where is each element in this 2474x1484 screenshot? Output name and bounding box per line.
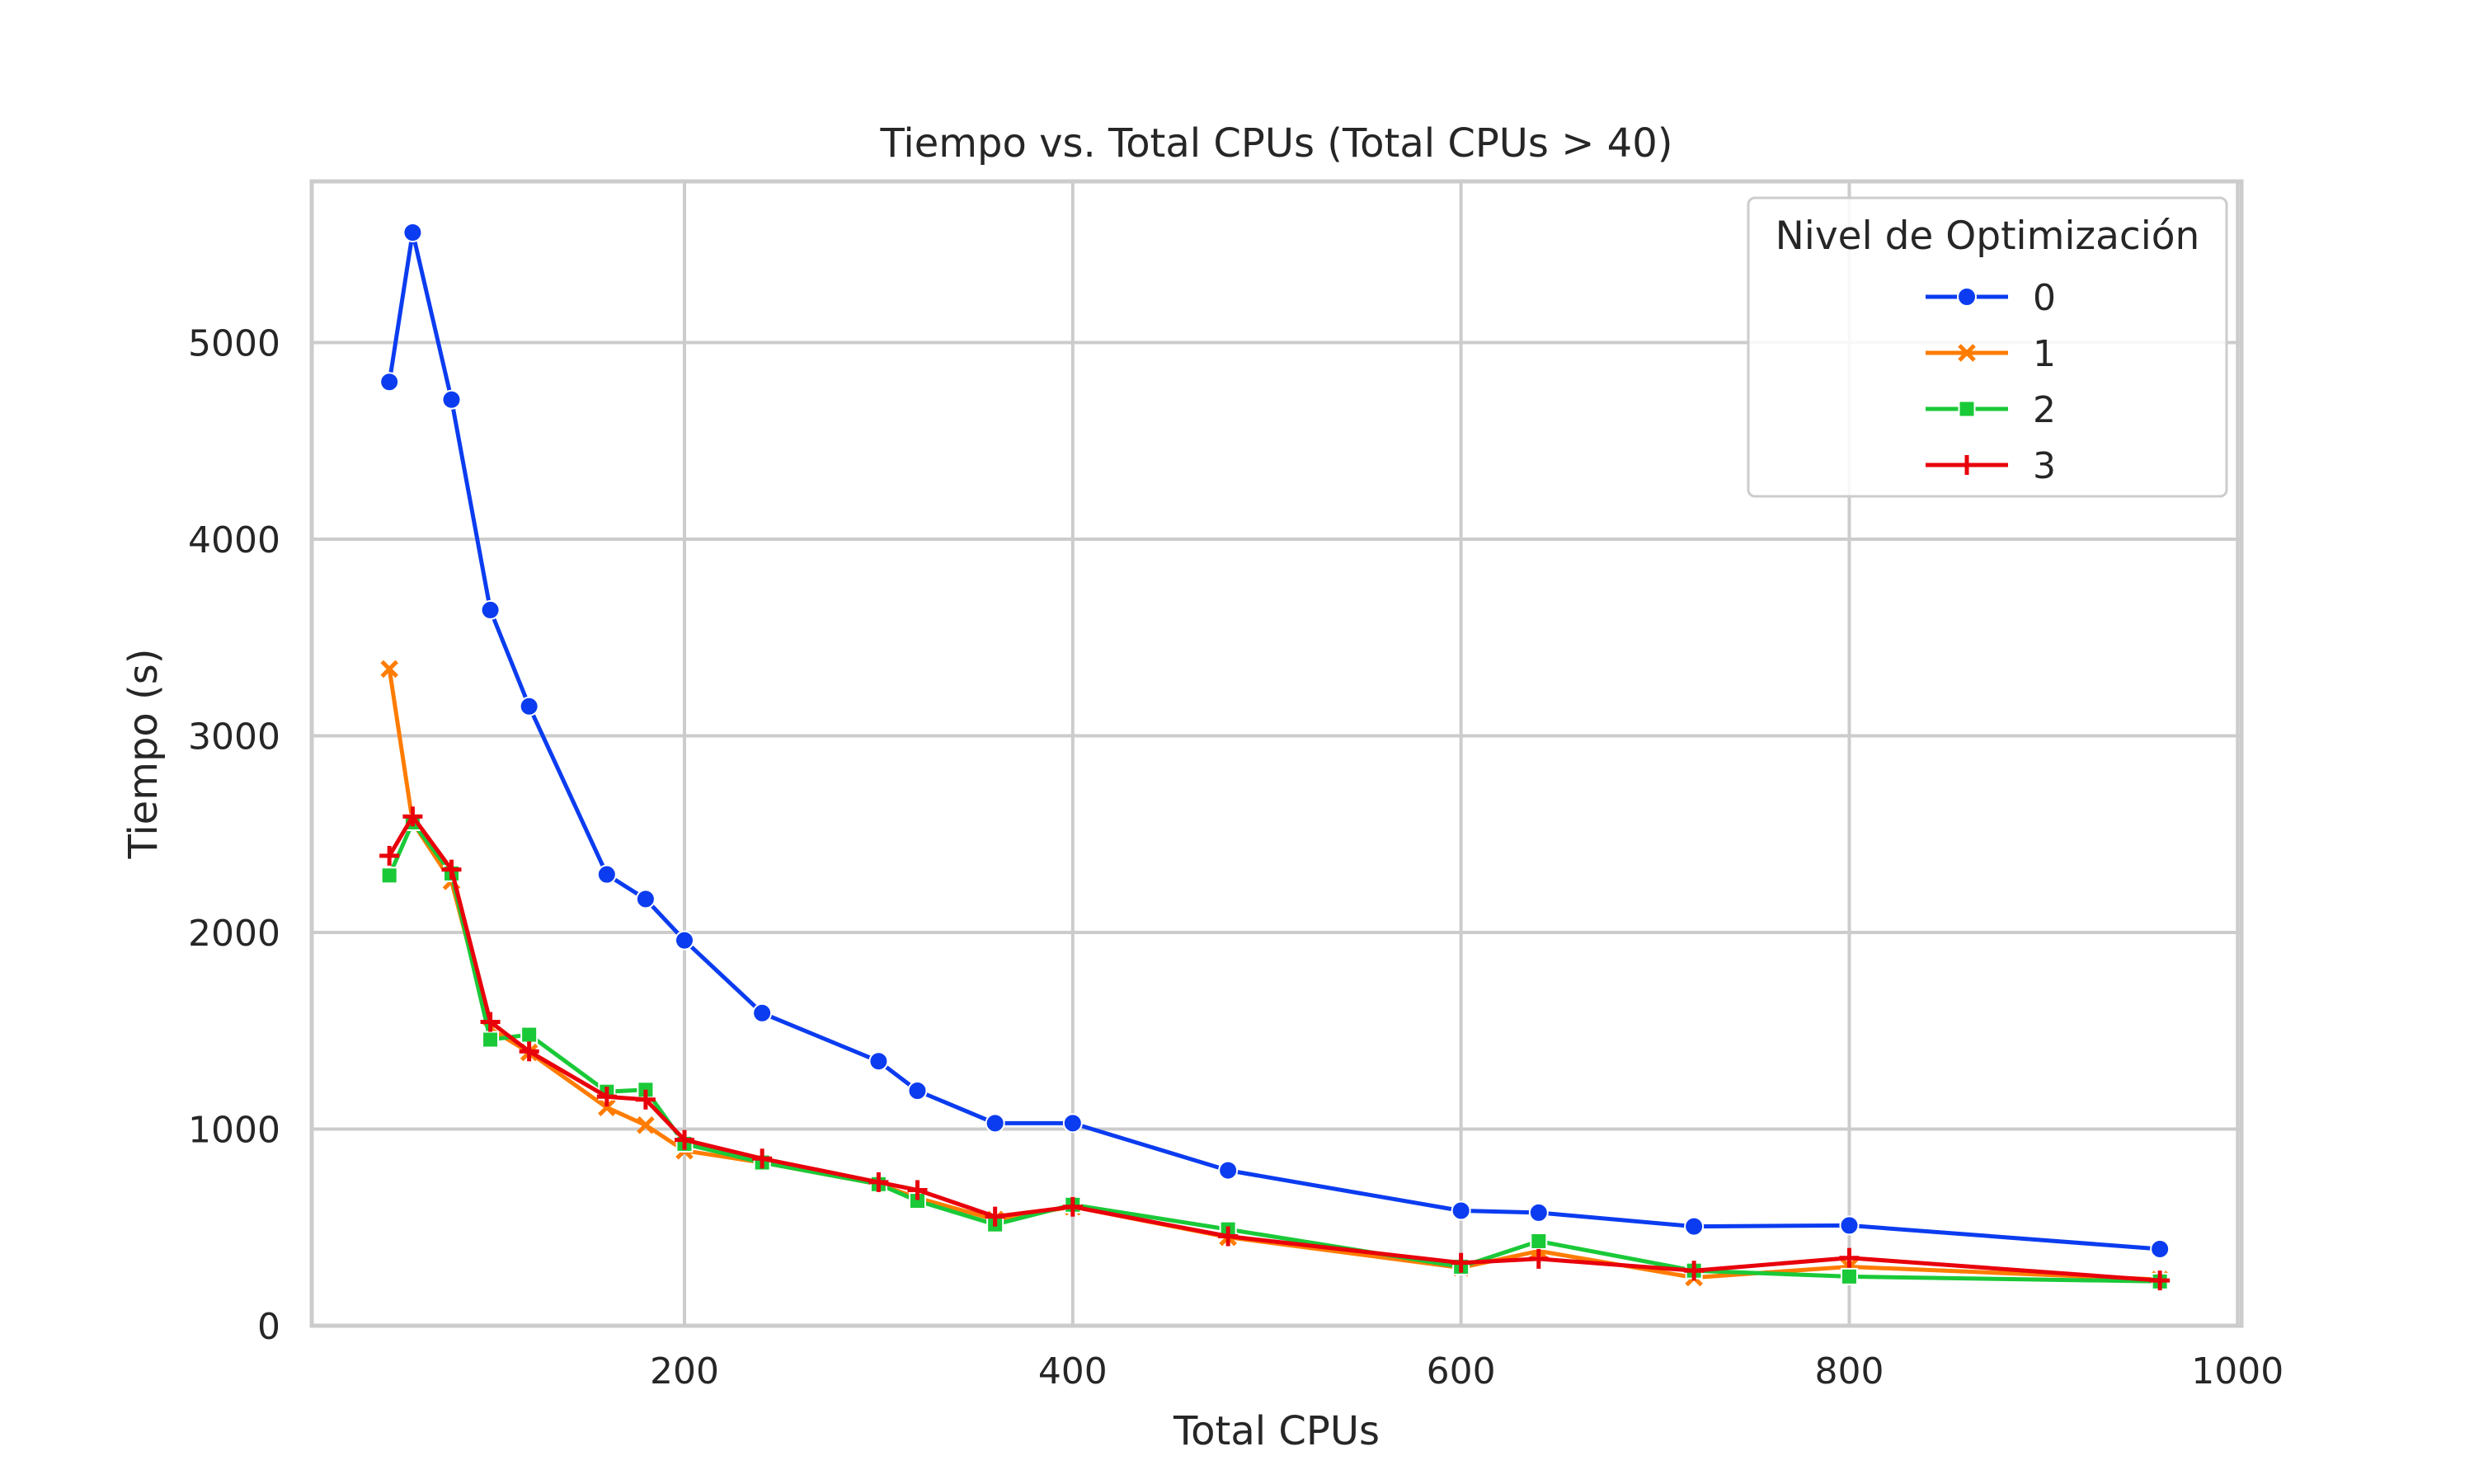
legend: Nivel de Optimización 0 1 2 3 [1747, 196, 2228, 498]
series-2 [380, 813, 2169, 1290]
legend-item-0: 0 [1926, 277, 2056, 319]
circle-marker [1839, 1215, 1860, 1236]
circle-marker [907, 1081, 928, 1101]
square-marker [380, 866, 398, 885]
plus-marker [596, 1087, 617, 1107]
y-tick-label: 3000 [188, 716, 280, 758]
circle-marker [519, 696, 539, 716]
y-tick-label: 1000 [188, 1110, 280, 1152]
series-1 [380, 660, 2169, 1289]
circle-marker [635, 889, 656, 909]
x-marker-stroke [598, 1098, 616, 1117]
x-marker [598, 1098, 616, 1117]
plus-marker [402, 806, 423, 827]
plus-marker [985, 1206, 1005, 1227]
plus-marker [519, 1041, 539, 1062]
legend-label: 0 [2033, 277, 2056, 319]
circle-marker [480, 599, 501, 620]
legend-items: 0 1 2 3 [1926, 277, 2056, 487]
square-marker [482, 1031, 500, 1049]
square-marker [1530, 1232, 1548, 1250]
y-axis-title: Tiempo (s) [120, 648, 167, 859]
plus-marker [907, 1180, 928, 1200]
series-line [387, 669, 2161, 1282]
plot-frame [309, 179, 2244, 1328]
plus-marker [2150, 1270, 2171, 1291]
x-marker-stroke [1958, 344, 1976, 362]
plus-marker [1218, 1226, 1239, 1247]
series-line [387, 820, 2161, 1284]
circle-marker [985, 1113, 1005, 1134]
circle-marker [674, 930, 694, 951]
y-tick-label: 5000 [188, 323, 280, 365]
plus-marker [1062, 1196, 1083, 1217]
legend-item-3: 3 [1926, 445, 2056, 487]
circle-marker [868, 1051, 889, 1072]
circle-marker [596, 864, 617, 885]
x-axis-title: Total CPUs [1173, 1408, 1380, 1454]
series-layer [379, 223, 2171, 1291]
plus-marker [441, 859, 462, 880]
square-marker [1958, 400, 1976, 418]
y-tick-label: 2000 [188, 913, 280, 955]
legend-label: 3 [2033, 445, 2056, 487]
circle-marker [1528, 1202, 1549, 1223]
plus-marker [635, 1089, 656, 1110]
circle-marker [379, 372, 400, 392]
plus-marker [480, 1012, 501, 1032]
x-tick-label: 1000 [2191, 1350, 2284, 1392]
circle-marker [1684, 1216, 1705, 1237]
plus-marker [1451, 1252, 1471, 1273]
x-marker-stroke [380, 660, 398, 679]
plus-marker [379, 846, 400, 866]
square-marker [520, 1026, 539, 1044]
y-tick-label: 4000 [188, 519, 280, 561]
plus-marker [674, 1129, 694, 1150]
x-tick-label: 600 [1427, 1350, 1496, 1392]
x-marker [1958, 344, 1976, 362]
legend-label: 2 [2033, 389, 2056, 431]
plus-marker [1684, 1261, 1705, 1281]
circle-marker [441, 389, 462, 410]
series-3 [379, 806, 2171, 1291]
x-tick-label: 400 [1038, 1350, 1108, 1392]
legend-box [1747, 196, 2228, 498]
circle-marker [1218, 1160, 1239, 1181]
plus-marker [1957, 455, 1977, 475]
x-tick-label: 800 [1814, 1350, 1884, 1392]
chart-title: Tiempo vs. Total CPUs (Total CPUs > 40) [880, 120, 1673, 167]
legend-title: Nivel de Optimización [1776, 214, 2200, 259]
circle-marker [752, 1003, 773, 1023]
legend-item-1: 1 [1926, 333, 2056, 375]
tick-labels: 200 400 600 800 1000 0 1000 2000 3000 4000 5000 [188, 323, 2284, 1392]
circle-marker [1062, 1113, 1083, 1134]
x-marker-stroke [637, 1115, 655, 1134]
legend-item-2: 2 [1926, 389, 2056, 431]
plus-marker [1528, 1248, 1549, 1269]
circle-marker [2150, 1238, 2171, 1259]
y-tick-label: 0 [257, 1306, 280, 1348]
plus-marker [752, 1148, 773, 1169]
circle-marker [402, 223, 423, 243]
series-0 [379, 223, 2171, 1259]
series-line [388, 814, 2161, 1283]
x-marker [637, 1115, 655, 1134]
circle-marker [1451, 1200, 1471, 1221]
x-marker [380, 660, 398, 679]
plus-marker [1839, 1247, 1860, 1268]
plus-marker [868, 1172, 889, 1192]
circle-marker [1957, 287, 1977, 307]
square-marker [1840, 1267, 1858, 1285]
x-tick-label: 200 [650, 1350, 719, 1392]
legend-label: 1 [2033, 333, 2056, 375]
